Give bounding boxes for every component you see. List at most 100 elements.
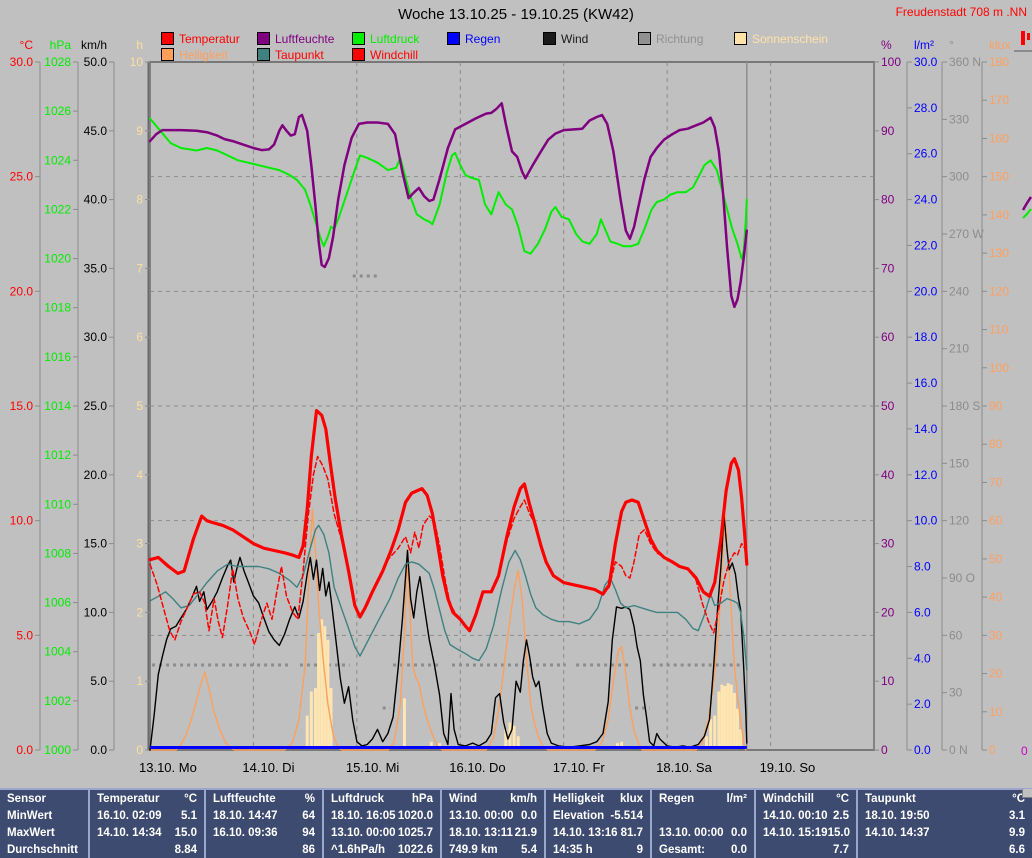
x-axis-day-label: 14.10. Di (242, 760, 294, 775)
axis-tick-label: 0 (989, 743, 996, 757)
axis-tick-label: 15.0 (10, 399, 34, 413)
table-row-label-text: MinWert (7, 810, 53, 822)
sensor-name: Regen (659, 793, 695, 805)
sonnenschein-bar (504, 729, 508, 749)
legend-color-swatch (447, 32, 460, 45)
table-row: Temperatur °C (97, 791, 197, 808)
sensor-name: Temperatur (97, 793, 160, 805)
value-number: 94 (302, 827, 315, 839)
axis-tick-label: 35.0 (84, 261, 108, 275)
table-scroll-corner[interactable] (1022, 789, 1032, 798)
value-number: 15.0 (174, 827, 197, 839)
value-number: 0.0 (731, 844, 747, 856)
axis-tick-label: 2.0 (914, 697, 931, 711)
table-row-label-text: Durchschnitt (7, 844, 78, 856)
axis-tick-label: 24.0 (914, 193, 938, 207)
sonnenschein-bar (512, 725, 516, 749)
axis-tick-label: 0.0 (16, 743, 33, 757)
axis-tick-label: 40 (989, 590, 1003, 604)
axis-tick-label: 1000 (44, 743, 71, 757)
axis-tick-label: 360 N (949, 55, 981, 69)
sensor-unit: klux (619, 793, 643, 805)
sonnenschein-bar (717, 691, 721, 749)
axis-tick-label: 120 (989, 284, 1009, 298)
axis-tick-label: 12.0 (914, 468, 938, 482)
value-timestamp: 18.10. 19:50 (865, 810, 930, 822)
sensor-unit: °C (1012, 793, 1025, 805)
sonnenschein-bar (402, 698, 406, 749)
value-number: 1020.0 (397, 810, 433, 822)
axis-tick-label: 1006 (44, 596, 71, 610)
luftdruck-series (149, 117, 748, 260)
table-row: 18.10. 16:05 1020.0 (331, 808, 433, 825)
table-row-label-text: MaxWert (7, 827, 55, 839)
value-timestamp: 18.10. 16:05 (331, 810, 396, 822)
legend-item-wind: Wind (543, 31, 589, 46)
table-row-label: Durchschnitt (7, 842, 81, 858)
legend-label: Wind (561, 31, 589, 46)
sonnenschein-bar (317, 633, 321, 749)
value-timestamp: 14:35 h (553, 844, 593, 856)
legend-color-swatch (543, 32, 556, 45)
axis-tick-label: 1014 (44, 399, 71, 413)
value-timestamp: 18.10. 14:47 (213, 810, 278, 822)
table-column-taupunkt: Taupunkt °C 18.10. 19:50 3.1 14.10. 14:37 9.9… (856, 790, 1032, 858)
stats-table: Sensor MinWert MaxWert Durchschnitt Temperat… (0, 788, 1032, 858)
axis-tick-label: 0 N (949, 743, 968, 757)
axis-tick-label: 16.0 (914, 376, 938, 390)
axis-tick-label: 180 S (949, 399, 980, 413)
axis-tick-label: 0.0 (914, 743, 931, 757)
sonnenschein-bar (323, 626, 327, 749)
value-timestamp: 14.10. 13:16 (553, 827, 618, 839)
axis-tick-label: 1 (136, 674, 143, 688)
value-timestamp: Gesamt: (659, 844, 706, 856)
table-row: ^1.6hPa/h 1022.6 (331, 842, 433, 858)
value-number: 64 (302, 810, 315, 822)
table-column-temperatur: Temperatur °C 16.10. 02:09 5.1 14.10. 14:34 1… (88, 790, 204, 858)
table-row: 13.10. 00:00 0.0 (449, 808, 537, 825)
value-number: 5.1 (181, 810, 197, 822)
axis-tick-label: 1004 (44, 645, 71, 659)
legend-label: Temperatur (179, 31, 240, 46)
luftfeuchte-series (148, 102, 749, 309)
sonnenschein-bar (320, 619, 324, 749)
table-row: 6.6 (865, 842, 1025, 858)
axis-tick-label: 20 (989, 667, 1003, 681)
axis-unit-label: °C (20, 38, 34, 52)
axis-tick-label: 30 (949, 686, 963, 700)
legend-item-taupunkt: Taupunkt (257, 48, 324, 62)
axis-unit-label: hPa (50, 38, 72, 52)
table-row (659, 808, 747, 825)
table-row: 13.10. 00:00 0.0 (659, 825, 747, 842)
legend-color-swatch (257, 32, 270, 45)
table-row: Regen l/m² (659, 791, 747, 808)
x-axis-day-label: 15.10. Mi (346, 760, 400, 775)
value-number: 81.7 (620, 827, 643, 839)
table-row: 16.10. 02:09 5.1 (97, 808, 197, 825)
legend-color-swatch (352, 32, 365, 45)
value-number: 1025.7 (397, 827, 433, 839)
edge-cut-legend-box (1021, 31, 1025, 45)
axis-tick-label: 1026 (44, 104, 71, 118)
sensor-name: Luftdruck (331, 793, 385, 805)
value-number: 2.5 (833, 810, 849, 822)
axis-tick-label: 80 (881, 193, 895, 207)
axis-tick-label: 1020 (44, 252, 71, 266)
weather-chart: 0.05.010.015.020.025.030.0°C100010021004… (10, 31, 1032, 775)
value-timestamp: 13.10. 00:00 (331, 827, 396, 839)
legend-color-swatch (352, 48, 365, 61)
axis-tick-label: 22.0 (914, 238, 938, 252)
sonnenschein-bar (429, 741, 433, 749)
axis-tick-label: 8 (136, 193, 143, 207)
axis-tick-label: 40 (881, 468, 895, 482)
value-number: 86 (302, 844, 315, 856)
axis-unit-label: % (881, 38, 892, 52)
axis-tick-label: 18.0 (914, 330, 938, 344)
legend-color-swatch (257, 48, 270, 61)
axis-unit-label: klux (989, 38, 1010, 52)
value-timestamp: 16.10. 02:09 (97, 810, 162, 822)
axis-tick-label: 140 (989, 208, 1009, 222)
axis-tick-label: 4 (136, 468, 143, 482)
axis-tick-label: 100 (881, 55, 901, 69)
